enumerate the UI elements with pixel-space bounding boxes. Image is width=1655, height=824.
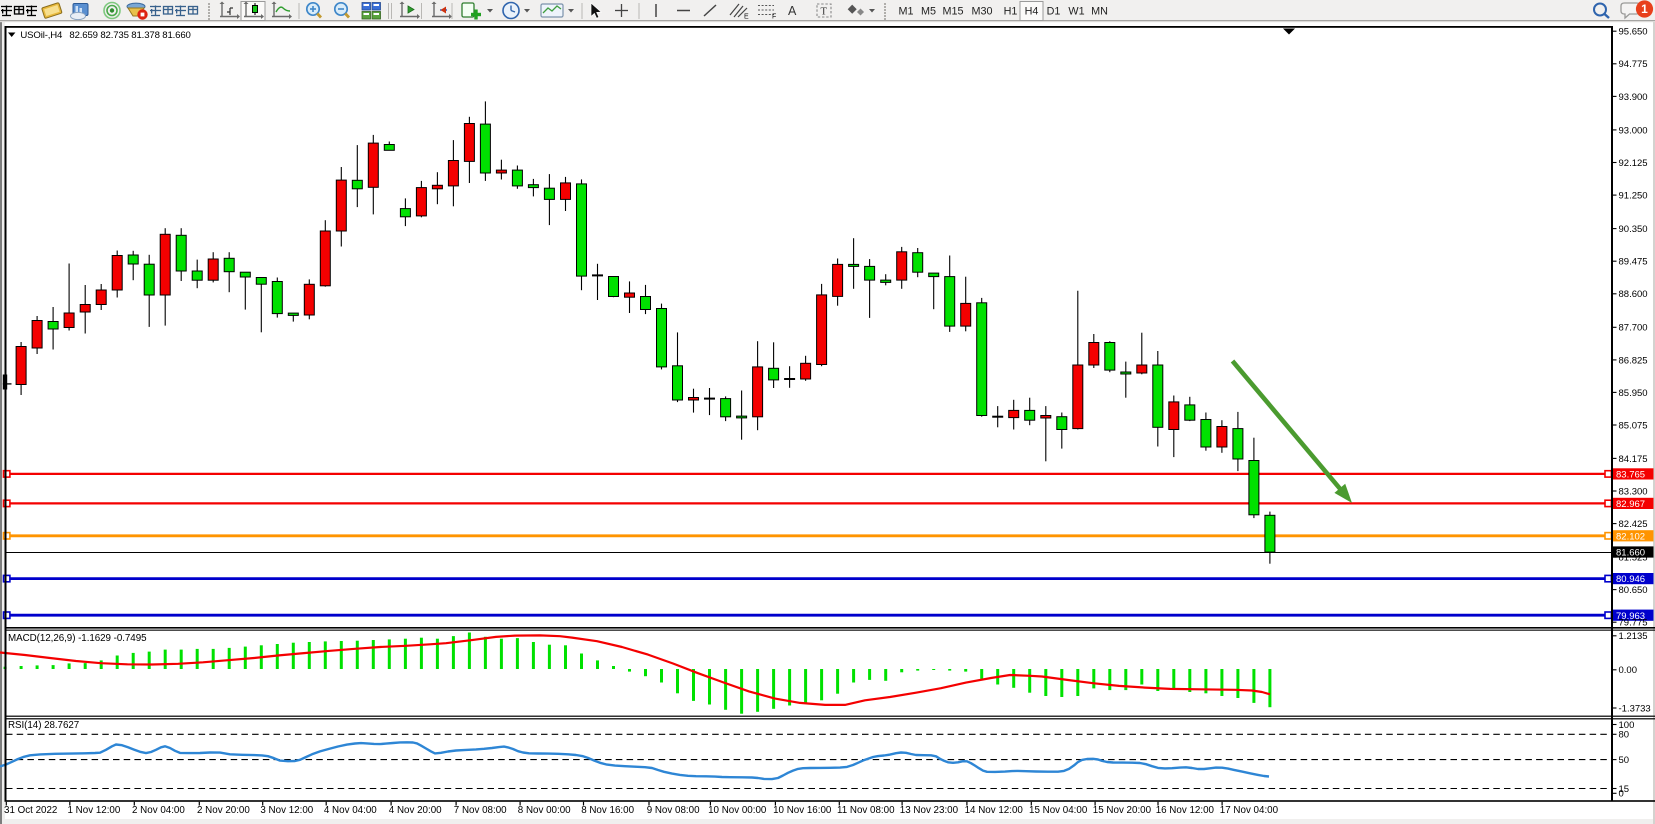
svg-text:T: T [821, 7, 828, 18]
svg-text:M30: M30 [971, 6, 992, 18]
svg-text:D1: D1 [1047, 6, 1061, 18]
svg-text:95.650: 95.650 [1619, 27, 1648, 38]
svg-text:13 Nov 23:00: 13 Nov 23:00 [900, 805, 959, 816]
svg-text:0.00: 0.00 [1619, 665, 1638, 676]
svg-text:83.765: 83.765 [1616, 470, 1645, 481]
svg-text:M15: M15 [942, 6, 963, 18]
svg-text:82.102: 82.102 [1616, 531, 1645, 542]
svg-text:92.125: 92.125 [1619, 158, 1648, 169]
svg-text:H4: H4 [1025, 6, 1039, 18]
svg-text:91.250: 91.250 [1619, 191, 1648, 202]
svg-text:2 Nov 04:00: 2 Nov 04:00 [132, 805, 185, 816]
svg-text:10 Nov 16:00: 10 Nov 16:00 [773, 805, 832, 816]
svg-text:50: 50 [1619, 755, 1630, 766]
svg-text:H1: H1 [1004, 6, 1018, 18]
svg-text:15: 15 [1619, 784, 1630, 795]
svg-text:2 Nov 20:00: 2 Nov 20:00 [197, 805, 250, 816]
svg-text:A: A [788, 4, 797, 18]
svg-text:15 Nov 04:00: 15 Nov 04:00 [1029, 805, 1088, 816]
svg-text:RSI(14) 28.7627: RSI(14) 28.7627 [8, 720, 79, 731]
svg-text:USOil-,H4: USOil-,H4 [20, 30, 63, 41]
svg-text:31 Oct 2022: 31 Oct 2022 [4, 805, 57, 816]
svg-text:83.300: 83.300 [1619, 486, 1648, 497]
svg-text:W1: W1 [1068, 6, 1084, 18]
svg-text:4 Nov 20:00: 4 Nov 20:00 [389, 805, 442, 816]
svg-text:1: 1 [1641, 2, 1648, 16]
svg-text:94.775: 94.775 [1619, 59, 1648, 70]
svg-text:MACD(12,26,9) -1.1629 -0.7495: MACD(12,26,9) -1.1629 -0.7495 [8, 633, 147, 644]
svg-text:82.659 82.735 81.378 81.660: 82.659 82.735 81.378 81.660 [69, 30, 190, 41]
svg-text:MN: MN [1091, 6, 1108, 18]
svg-text:7 Nov 08:00: 7 Nov 08:00 [454, 805, 507, 816]
svg-text:93.000: 93.000 [1619, 125, 1648, 136]
svg-text:-1.3733: -1.3733 [1619, 703, 1651, 714]
svg-text:E: E [744, 14, 749, 21]
svg-text:16 Nov 12:00: 16 Nov 12:00 [1156, 805, 1215, 816]
svg-text:90.350: 90.350 [1619, 224, 1648, 235]
svg-text:3 Nov 12:00: 3 Nov 12:00 [260, 805, 313, 816]
svg-text:93.900: 93.900 [1619, 92, 1648, 103]
svg-text:89.475: 89.475 [1619, 257, 1648, 268]
svg-text:8 Nov 00:00: 8 Nov 00:00 [518, 805, 571, 816]
svg-text:79.775: 79.775 [1619, 618, 1648, 629]
svg-text:9 Nov 08:00: 9 Nov 08:00 [647, 805, 700, 816]
svg-text:M1: M1 [899, 6, 914, 18]
svg-text:82.425: 82.425 [1619, 519, 1648, 530]
svg-text:79.963: 79.963 [1616, 611, 1645, 622]
svg-text:88.600: 88.600 [1619, 289, 1648, 300]
svg-text:100: 100 [1619, 720, 1635, 731]
svg-text:17 Nov 04:00: 17 Nov 04:00 [1220, 805, 1279, 816]
svg-text:1.2135: 1.2135 [1619, 631, 1648, 642]
svg-text:F: F [772, 14, 776, 21]
svg-text:1 Nov 12:00: 1 Nov 12:00 [68, 805, 121, 816]
svg-text:81.660: 81.660 [1616, 548, 1645, 559]
svg-text:84.175: 84.175 [1619, 454, 1648, 465]
svg-text:0: 0 [1619, 789, 1624, 800]
svg-text:86.825: 86.825 [1619, 355, 1648, 366]
svg-text:15 Nov 20:00: 15 Nov 20:00 [1093, 805, 1152, 816]
svg-text:10 Nov 00:00: 10 Nov 00:00 [708, 805, 767, 816]
svg-text:4 Nov 04:00: 4 Nov 04:00 [324, 805, 377, 816]
svg-text:81.525: 81.525 [1619, 553, 1648, 564]
svg-text:14 Nov 12:00: 14 Nov 12:00 [965, 805, 1024, 816]
svg-text:87.700: 87.700 [1619, 323, 1648, 334]
svg-text:M5: M5 [921, 6, 936, 18]
svg-text:80.650: 80.650 [1619, 585, 1648, 596]
svg-text:80.946: 80.946 [1616, 574, 1645, 585]
svg-text:85.075: 85.075 [1619, 420, 1648, 431]
svg-text:11 Nov 08:00: 11 Nov 08:00 [837, 805, 895, 816]
svg-text:85.950: 85.950 [1619, 388, 1648, 399]
svg-text:80: 80 [1619, 730, 1630, 741]
svg-text:8 Nov 16:00: 8 Nov 16:00 [581, 805, 634, 816]
svg-text:82.967: 82.967 [1616, 499, 1645, 510]
